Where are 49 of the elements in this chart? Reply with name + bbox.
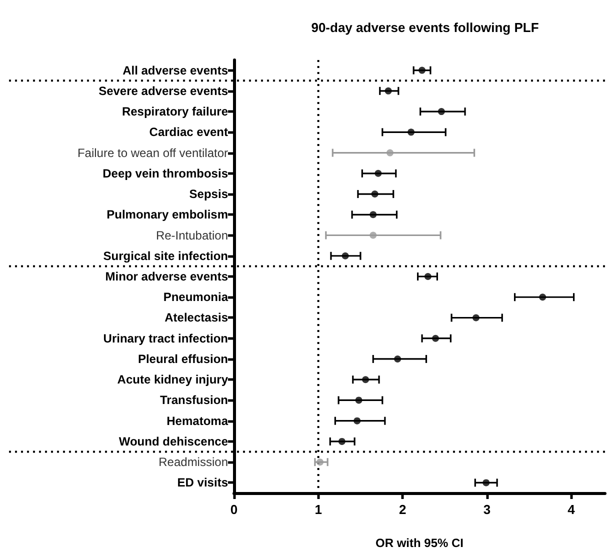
point [438, 108, 445, 116]
y-tick-label: Readmission [158, 455, 228, 470]
point [342, 252, 349, 260]
y-tick-label: Acute kidney injury [117, 372, 228, 387]
point [374, 170, 382, 177]
point [472, 314, 480, 322]
x-tick-label: 3 [483, 502, 491, 517]
point [384, 87, 392, 94]
y-tick-label: Minor adverse events [105, 270, 228, 284]
x-tick-label: 0 [230, 502, 238, 517]
y-tick-label: Pleural effusion [138, 352, 228, 366]
point [386, 149, 394, 156]
point [418, 66, 426, 74]
y-tick-label: Hematoma [166, 414, 228, 428]
point [370, 211, 377, 218]
y-tick-label: ED visits [177, 476, 228, 490]
point [355, 396, 362, 404]
point [432, 334, 440, 342]
point [362, 376, 370, 384]
x-tick-label: 4 [568, 502, 576, 517]
point [371, 190, 378, 198]
y-tick-label: Wound dehiscence [118, 434, 228, 448]
y-tick-label: Surgical site infection [103, 248, 228, 263]
y-tick-label: All adverse events [122, 63, 228, 78]
y-tick-label: Pulmonary embolism [106, 208, 228, 222]
point [394, 355, 402, 362]
x-tick-label: 1 [314, 502, 322, 517]
y-tick-label: Severe adverse events [98, 84, 228, 98]
y-tick-label: Failure to wean off ventilator [77, 146, 228, 160]
point [354, 417, 361, 424]
point [539, 294, 546, 301]
point [370, 232, 377, 239]
y-tick-label: Transfusion [160, 393, 228, 408]
y-tick-label: Pneumonia [163, 290, 228, 304]
chart-title: 90-day adverse events following PLF [311, 20, 539, 35]
y-tick-label: Atelectasis [164, 310, 228, 325]
point [408, 128, 415, 136]
point [338, 438, 346, 445]
y-tick-label: Sepsis [189, 187, 228, 202]
y-tick-label: Deep vein thrombosis [102, 166, 228, 180]
y-tick-label: Cardiac event [149, 125, 228, 140]
x-tick-label: 2 [399, 502, 406, 517]
point [482, 479, 490, 486]
y-tick-label: Urinary tract infection [103, 331, 228, 346]
x-axis-title: OR with 95% CI [375, 536, 464, 550]
point [424, 273, 432, 280]
y-tick-label: Respiratory failure [122, 104, 228, 119]
point [316, 458, 324, 466]
y-tick-label: Re-Intubation [156, 228, 228, 242]
